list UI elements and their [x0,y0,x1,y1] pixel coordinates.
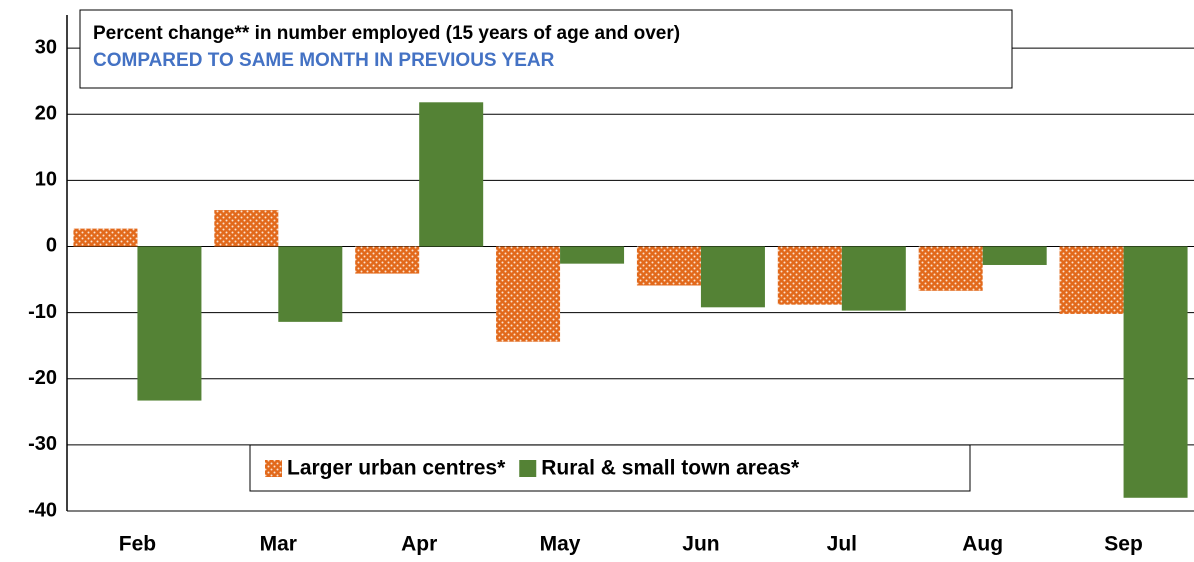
x-tick-label: Feb [119,533,156,556]
chart-title: Percent change** in number employed (15 … [93,23,680,44]
bar [841,246,906,311]
y-tick-label: -20 [28,367,57,389]
bar [214,210,279,247]
bar [636,246,701,286]
bar [355,246,420,274]
title-box [79,9,1013,89]
x-tick-label: May [540,533,581,556]
x-tick-label: Sep [1104,533,1143,556]
bar [73,228,138,247]
y-tick-label: 0 [46,235,57,257]
y-tick-label: 30 [35,36,57,58]
bar [1059,246,1124,314]
bar [496,246,561,342]
bar [560,246,625,264]
bar [278,246,343,322]
chart-subtitle: COMPARED TO SAME MONTH IN PREVIOUS YEAR [93,50,555,71]
bar [137,246,202,401]
bar [982,246,1047,265]
bar [700,246,765,308]
legend-swatch [265,460,282,477]
x-tick-label: Jul [827,533,857,556]
legend-label: Rural & small town areas* [541,457,800,480]
legend-box [249,444,971,492]
x-tick-label: Aug [962,533,1003,556]
x-tick-label: Mar [260,533,297,556]
x-tick-label: Apr [401,533,437,556]
y-tick-label: -10 [28,301,57,323]
x-tick-label: Jun [682,533,719,556]
y-tick-label: -40 [28,499,57,521]
legend-swatch [519,460,537,477]
bar [1123,246,1188,498]
bar [419,102,484,247]
y-tick-label: 20 [35,102,57,124]
bar [777,246,842,305]
bar [918,246,983,291]
legend-label: Larger urban centres* [287,457,506,480]
y-tick-label: -30 [28,433,57,455]
y-tick-label: 10 [35,169,57,191]
